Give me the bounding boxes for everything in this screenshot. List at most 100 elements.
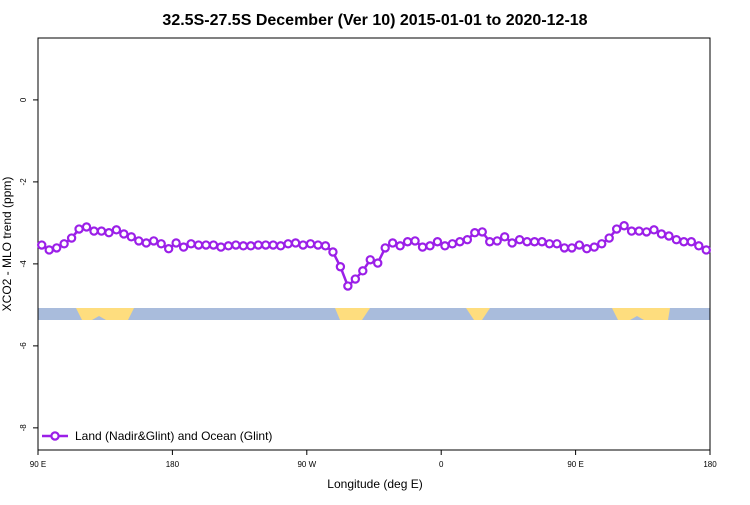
point — [231, 240, 241, 250]
point — [641, 227, 652, 237]
x-tick-label: 0 — [439, 460, 444, 469]
point — [447, 239, 458, 249]
y-tick-label: 0 — [19, 97, 28, 102]
point — [567, 243, 577, 253]
point — [74, 224, 84, 234]
legend-label: Land (Nadir&Glint) and Ocean (Glint) — [75, 429, 272, 443]
point — [529, 237, 540, 247]
point — [634, 226, 644, 236]
land-segment — [612, 308, 670, 320]
point — [96, 226, 107, 236]
point — [679, 237, 689, 247]
surface-band — [38, 308, 710, 320]
legend-marker — [50, 431, 60, 441]
land-segment — [335, 308, 370, 320]
point — [141, 238, 151, 248]
point — [582, 244, 592, 254]
x-tick-label: 90 E — [30, 460, 46, 469]
point — [37, 240, 47, 250]
point — [470, 228, 480, 238]
point — [440, 241, 450, 251]
point — [305, 239, 316, 249]
point — [656, 229, 667, 239]
point — [611, 224, 622, 234]
land-segment — [76, 308, 134, 320]
point — [268, 240, 278, 250]
point — [343, 281, 353, 291]
point — [432, 237, 443, 247]
point — [417, 242, 428, 252]
point — [178, 242, 189, 252]
point — [574, 240, 585, 250]
point — [485, 237, 495, 247]
marks — [37, 221, 711, 291]
point — [514, 234, 525, 245]
x-axis-label: Longitude (deg E) — [327, 477, 422, 491]
point — [335, 262, 346, 272]
point — [89, 226, 99, 236]
point — [163, 244, 174, 254]
point — [320, 241, 331, 251]
point — [246, 241, 256, 251]
y-tick-label: -6 — [19, 342, 28, 350]
point — [134, 236, 144, 246]
y-tick-label: -2 — [19, 178, 28, 186]
point — [350, 274, 361, 284]
point — [507, 238, 517, 248]
point — [537, 237, 547, 247]
point — [238, 241, 249, 251]
chart-title: 32.5S-27.5S December (Ver 10) 2015-01-01… — [162, 12, 587, 29]
point — [619, 221, 629, 231]
point — [81, 222, 92, 232]
point — [649, 225, 659, 235]
point — [552, 239, 562, 249]
point — [156, 239, 166, 249]
point — [298, 240, 308, 250]
point — [387, 238, 398, 248]
point — [477, 227, 487, 237]
point — [171, 238, 181, 248]
point — [462, 234, 473, 245]
point — [51, 243, 62, 253]
y-tick-label: -4 — [19, 260, 28, 268]
point — [604, 233, 614, 243]
point — [395, 241, 405, 251]
point — [544, 239, 555, 249]
point — [365, 255, 375, 265]
point — [402, 237, 413, 247]
point — [149, 236, 159, 246]
point — [559, 243, 570, 253]
point — [261, 240, 271, 250]
point — [373, 258, 383, 268]
x-tick-label: 180 — [703, 460, 717, 469]
y-axis-label: XCO2 - MLO trend (ppm) — [0, 177, 14, 312]
point — [358, 266, 368, 276]
point — [126, 232, 137, 242]
ocean-band — [38, 308, 710, 320]
point — [186, 239, 196, 249]
point — [671, 234, 682, 245]
point — [119, 229, 129, 239]
land-segment — [466, 308, 490, 320]
x-tick-label: 180 — [166, 460, 180, 469]
point — [44, 245, 54, 255]
x-tick-label: 90 E — [567, 460, 583, 469]
point — [66, 233, 77, 243]
x-tick-label: 90 W — [297, 460, 316, 469]
point — [597, 239, 607, 249]
point — [589, 242, 599, 252]
point — [328, 247, 338, 257]
point — [425, 241, 435, 251]
point — [223, 241, 234, 251]
point — [208, 240, 219, 250]
point — [522, 237, 532, 247]
point — [290, 238, 301, 248]
point — [275, 241, 286, 251]
point — [216, 242, 226, 252]
point — [380, 243, 390, 253]
point — [492, 236, 502, 246]
point — [455, 237, 465, 247]
y-tick-label: -8 — [19, 424, 28, 432]
